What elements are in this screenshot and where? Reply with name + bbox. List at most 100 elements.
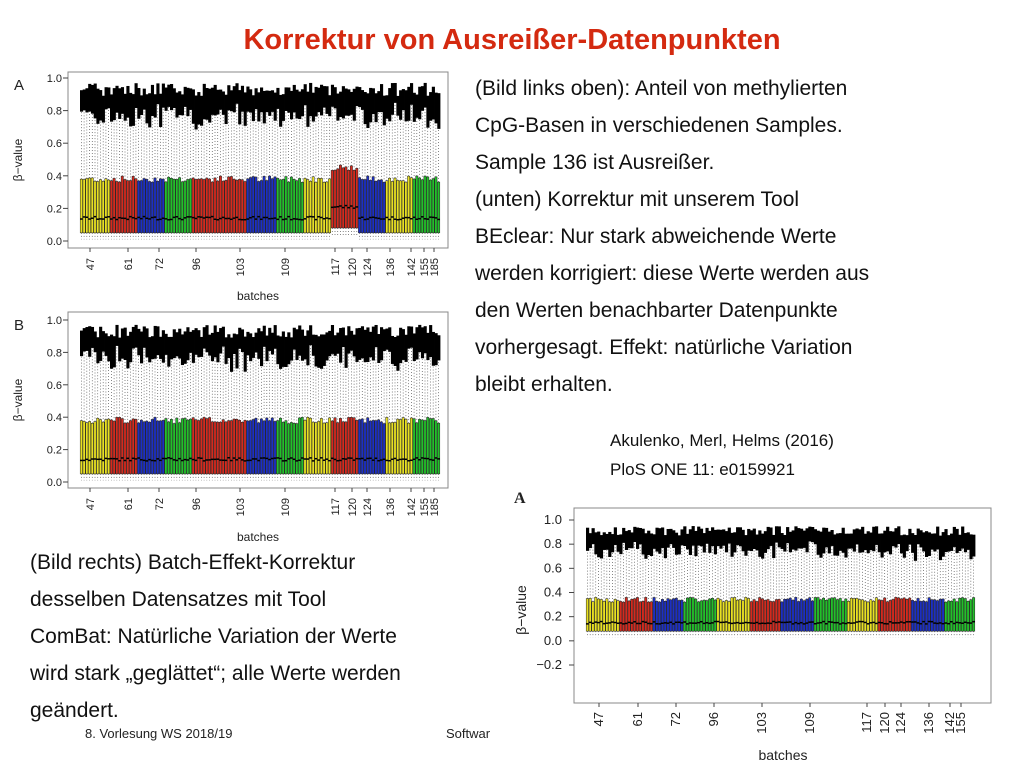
box bbox=[685, 597, 689, 632]
x-tick-label: 155 bbox=[953, 712, 968, 734]
outlier-cloud bbox=[399, 327, 403, 364]
outlier-cloud bbox=[423, 82, 427, 108]
box bbox=[330, 170, 334, 229]
box bbox=[205, 418, 209, 475]
box bbox=[827, 598, 831, 632]
y-tick-label: 0.8 bbox=[544, 536, 562, 551]
y-tick-label: 0.4 bbox=[47, 171, 62, 183]
box bbox=[112, 178, 116, 234]
box bbox=[355, 420, 359, 475]
outlier-cloud bbox=[265, 335, 269, 362]
box bbox=[183, 417, 187, 475]
y-tick-label: 1.0 bbox=[544, 512, 562, 527]
box bbox=[189, 418, 192, 475]
box bbox=[191, 417, 195, 475]
box bbox=[649, 601, 653, 632]
box bbox=[284, 176, 288, 234]
box bbox=[666, 598, 670, 632]
outlier-cloud bbox=[268, 90, 272, 116]
outlier-cloud bbox=[189, 331, 193, 353]
outlier-cloud bbox=[385, 328, 389, 350]
outlier-cloud bbox=[426, 95, 430, 128]
outlier-cloud bbox=[713, 529, 717, 555]
outlier-cloud bbox=[437, 93, 441, 129]
box bbox=[120, 418, 124, 475]
box bbox=[758, 597, 762, 632]
box bbox=[281, 421, 285, 475]
box bbox=[295, 180, 299, 234]
outlier-cloud bbox=[216, 331, 220, 363]
outlier-cloud bbox=[894, 528, 898, 548]
outlier-cloud bbox=[847, 533, 851, 549]
box bbox=[911, 600, 914, 632]
box bbox=[858, 599, 862, 632]
box bbox=[808, 597, 812, 632]
box bbox=[388, 177, 391, 234]
outlier-cloud bbox=[808, 526, 812, 542]
box bbox=[229, 420, 233, 475]
reference: Akulenko, Merl, Helms (2016) PloS ONE 11:… bbox=[610, 426, 834, 484]
outlier-cloud bbox=[780, 533, 784, 549]
box bbox=[426, 176, 430, 234]
outlier-cloud bbox=[613, 527, 617, 545]
box bbox=[947, 600, 951, 632]
outlier-cloud bbox=[246, 86, 250, 112]
outlier-cloud bbox=[205, 325, 209, 353]
y-axis-label: β−value bbox=[513, 585, 529, 635]
outlier-cloud bbox=[752, 528, 756, 550]
outlier-cloud bbox=[317, 336, 321, 368]
box bbox=[379, 421, 383, 475]
outlier-cloud bbox=[360, 326, 365, 359]
box bbox=[197, 178, 201, 234]
outlier-cloud bbox=[647, 530, 651, 556]
outlier-cloud bbox=[336, 93, 340, 121]
box bbox=[418, 177, 421, 234]
box bbox=[635, 597, 639, 632]
outlier-cloud bbox=[257, 328, 261, 359]
box bbox=[866, 601, 870, 632]
box bbox=[137, 180, 141, 234]
outlier-cloud bbox=[911, 533, 915, 553]
box bbox=[382, 423, 386, 475]
box bbox=[156, 420, 160, 475]
outlier-cloud bbox=[591, 528, 595, 545]
box bbox=[888, 600, 892, 632]
outlier-cloud bbox=[380, 327, 384, 361]
box bbox=[699, 600, 703, 632]
x-tick-label: 47 bbox=[591, 712, 606, 726]
outlier-cloud bbox=[219, 328, 223, 354]
box bbox=[227, 420, 231, 475]
box bbox=[783, 598, 787, 632]
box bbox=[300, 417, 304, 475]
box bbox=[145, 179, 149, 234]
description-line: ComBat: Natürliche Variation der Werte bbox=[30, 625, 397, 648]
outlier-cloud bbox=[415, 94, 419, 118]
outlier-cloud bbox=[805, 528, 809, 553]
outlier-cloud bbox=[669, 528, 673, 545]
outlier-cloud bbox=[404, 334, 408, 362]
x-tick-label: 61 bbox=[123, 258, 135, 270]
box bbox=[897, 597, 901, 632]
outlier-cloud bbox=[99, 90, 103, 121]
outlier-cloud bbox=[219, 89, 223, 110]
box bbox=[916, 598, 920, 632]
box bbox=[938, 598, 942, 632]
box bbox=[104, 178, 108, 234]
box bbox=[79, 420, 83, 475]
box bbox=[883, 597, 887, 632]
box bbox=[273, 421, 277, 475]
outlier-cloud bbox=[145, 94, 149, 124]
box bbox=[249, 177, 252, 234]
outlier-cloud bbox=[118, 337, 122, 362]
box bbox=[374, 180, 378, 234]
box bbox=[371, 176, 375, 234]
outlier-cloud bbox=[224, 337, 228, 364]
box bbox=[273, 176, 277, 234]
outlier-cloud bbox=[382, 95, 386, 126]
box bbox=[633, 598, 637, 632]
box bbox=[355, 168, 359, 229]
outlier-cloud bbox=[844, 533, 848, 558]
box bbox=[949, 600, 953, 632]
outlier-cloud bbox=[202, 83, 206, 120]
outlier-cloud bbox=[426, 332, 430, 361]
